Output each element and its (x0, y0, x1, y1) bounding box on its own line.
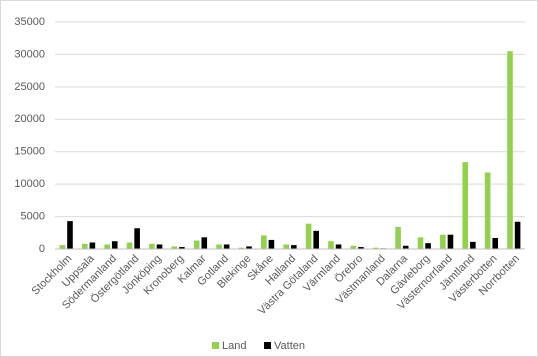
bar (291, 245, 297, 249)
bar (104, 244, 110, 249)
y-tick-label: 10000 (14, 178, 45, 190)
legend-label: Land (222, 340, 246, 352)
bar (67, 221, 73, 249)
bar (440, 234, 446, 249)
bar (462, 162, 469, 249)
bar (470, 241, 476, 249)
y-tick-label: 15000 (14, 146, 45, 158)
y-tick-label: 0 (39, 243, 45, 255)
legend-swatch (212, 342, 219, 349)
y-tick-label: 20000 (14, 113, 45, 125)
bar (514, 221, 521, 249)
bar (216, 244, 222, 249)
bar (89, 242, 96, 249)
y-tick-label: 30000 (14, 48, 45, 60)
bar (313, 230, 319, 249)
bar (111, 241, 118, 249)
bar (156, 244, 163, 249)
bar (59, 245, 66, 249)
bar (402, 245, 409, 249)
bar (484, 172, 491, 249)
bar (179, 247, 185, 249)
bar (305, 223, 312, 249)
bar (283, 244, 289, 249)
bar (372, 247, 379, 249)
bar (81, 243, 88, 249)
y-tick-label: 35000 (14, 16, 45, 28)
bar (193, 240, 200, 249)
bar (261, 235, 267, 249)
bar (417, 237, 424, 249)
bar (395, 226, 401, 249)
bar (447, 234, 454, 249)
y-tick-label: 5000 (21, 210, 45, 222)
bar (246, 246, 252, 249)
bar (126, 242, 133, 249)
bar (171, 246, 178, 249)
bar (492, 237, 499, 249)
y-tick-label: 25000 (14, 81, 45, 93)
bar (507, 51, 513, 249)
bar (350, 245, 357, 249)
bar (268, 239, 275, 249)
bar (425, 243, 431, 249)
bar (201, 237, 208, 249)
legend-swatch (264, 342, 271, 349)
bar (149, 243, 155, 249)
legend-label: Vatten (274, 340, 305, 352)
bar (358, 247, 364, 249)
bar (223, 244, 230, 249)
bar (328, 241, 334, 249)
bar (335, 244, 342, 249)
bar (134, 228, 140, 249)
bar (238, 247, 245, 249)
